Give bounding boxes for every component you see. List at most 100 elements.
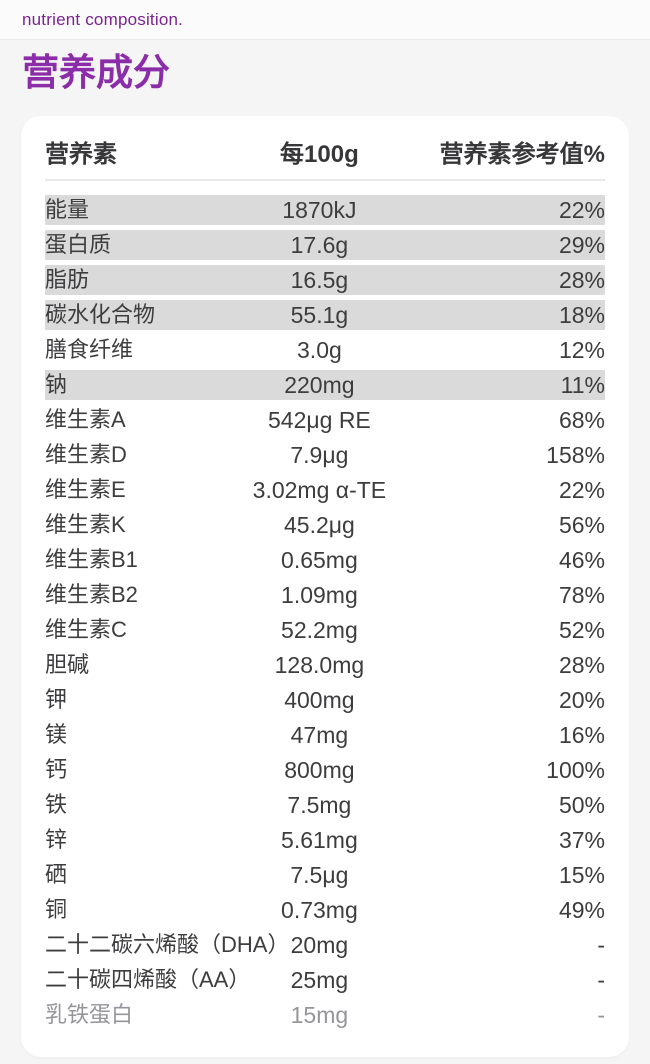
nutrient-nrv: - [597,967,605,993]
table-row: 锌 5.61mg 37% [45,825,605,855]
nutrient-name: 维生素A [45,407,126,432]
header-divider [45,179,605,181]
nutrient-value: 3.02mg α-TE [252,477,387,503]
eyebrow-subtitle: nutrient composition. [22,9,184,29]
nutrient-name: 维生素E [45,477,126,502]
nutrient-name: 铜 [45,897,68,922]
nutrient-nrv: 68% [558,407,605,433]
nutrient-name: 铁 [45,792,68,817]
table-row: 脂肪 16.5g 28% [45,265,605,295]
table-row: 胆碱 128.0mg 28% [45,650,605,680]
table-row: 能量 1870kJ 22% [45,195,605,225]
nutrient-value: 5.61mg [281,827,358,853]
table-row: 钙 800mg 100% [45,755,605,785]
nutrient-name: 维生素K [45,512,126,537]
nutrient-nrv: 20% [558,687,605,713]
nutrient-name: 能量 [45,197,90,222]
nutrient-name: 维生素C [45,617,127,642]
nutrient-nrv: 12% [558,337,605,363]
table-row: 维生素D 7.9μg 158% [45,440,605,470]
table-row: 维生素C 52.2mg 52% [45,615,605,645]
table-row: 铁 7.5mg 50% [45,790,605,820]
nutrient-nrv: 50% [558,792,605,818]
table-body: 能量 1870kJ 22% 蛋白质 17.6g 29% 脂肪 16.5g 28%… [45,195,605,1030]
nutrient-value: 400mg [284,687,355,713]
nutrient-value: 15mg [290,1002,349,1028]
nutrient-nrv: 56% [558,512,605,538]
nutrient-value: 1.09mg [281,582,358,608]
nutrient-nrv: 16% [558,722,605,748]
nutrient-nrv: 15% [558,862,605,888]
table-row: 硒 7.5μg 15% [45,860,605,890]
nutrient-nrv: 78% [558,582,605,608]
nutrient-value: 7.5mg [287,792,352,818]
nutrition-table-card: 营养素 每100g 营养素参考值% 能量 1870kJ 22% 蛋白质 17.6… [21,116,629,1057]
nutrient-nrv: 158% [546,442,605,468]
table-row: 维生素K 45.2μg 56% [45,510,605,540]
nutrient-nrv: 22% [558,197,605,223]
nutrient-name: 维生素B2 [45,582,138,607]
table-row: 铜 0.73mg 49% [45,895,605,925]
nutrient-value: 7.9μg [290,442,349,468]
table-row: 二十二碳六烯酸（DHA） 20mg - [45,930,605,960]
table-row: 膳食纤维 3.0g 12% [45,335,605,365]
nutrient-name: 脂肪 [45,267,90,292]
nutrient-name: 膳食纤维 [45,337,134,362]
table-row: 维生素A 542μg RE 68% [45,405,605,435]
table-row: 镁 47mg 16% [45,720,605,750]
nutrient-nrv: 28% [558,267,605,293]
nutrient-nrv: 22% [558,477,605,503]
header-nutrient: 营养素 [45,141,117,168]
nutrient-name: 碳水化合物 [45,302,156,327]
header-nrv-percent: 营养素参考值% [439,141,605,168]
nutrient-name: 胆碱 [45,652,90,677]
nutrient-name: 镁 [45,722,68,747]
nutrient-value: 1870kJ [282,197,357,223]
nutrient-nrv: 11% [560,372,605,398]
top-strip: nutrient composition. [0,0,650,40]
nutrient-nrv: 49% [558,897,605,923]
nutrient-value: 52.2mg [281,617,358,643]
nutrient-value: 55.1g [290,302,349,328]
nutrient-name: 二十碳四烯酸（AA） [45,967,251,992]
nutrient-nrv: 100% [546,757,605,783]
nutrient-name: 钾 [45,687,68,712]
nutrient-name: 维生素D [45,442,127,467]
nutrient-value: 128.0mg [274,652,365,678]
table-row: 维生素E 3.02mg α-TE 22% [45,475,605,505]
page-title: 营养成分 [22,52,170,93]
table-row: 维生素B1 0.65mg 46% [45,545,605,575]
nutrient-value: 0.73mg [281,897,358,923]
nutrient-name: 维生素B1 [45,547,138,572]
nutrient-value: 220mg [284,372,355,398]
nutrient-name: 二十二碳六烯酸（DHA） [45,932,290,957]
nutrient-nrv: 18% [558,302,605,328]
nutrient-value: 47mg [290,722,349,748]
table-row: 维生素B2 1.09mg 78% [45,580,605,610]
nutrient-value: 20mg [290,932,349,958]
table-header-row: 营养素 每100g 营养素参考值% [45,140,605,170]
nutrient-value: 542μg RE [268,407,371,433]
nutrient-nrv: - [597,932,605,958]
nutrient-name: 硒 [45,862,68,887]
table-row: 蛋白质 17.6g 29% [45,230,605,260]
nutrient-value: 45.2μg [283,512,355,538]
nutrient-name: 蛋白质 [45,232,112,257]
nutrient-name: 乳铁蛋白 [45,1002,134,1027]
nutrient-name: 钙 [45,757,68,782]
nutrient-value: 25mg [290,967,349,993]
nutrient-value: 7.5μg [290,862,349,888]
nutrient-nrv: 29% [558,232,605,258]
nutrient-value: 3.0g [297,337,342,363]
table-row: 二十碳四烯酸（AA） 25mg - [45,965,605,995]
nutrient-value: 800mg [284,757,355,783]
table-row: 钾 400mg 20% [45,685,605,715]
nutrient-value: 0.65mg [281,547,358,573]
nutrient-nrv: 28% [558,652,605,678]
nutrient-name: 钠 [45,372,68,397]
nutrient-nrv: - [597,1002,605,1028]
nutrient-nrv: 37% [558,827,605,853]
table-row: 乳铁蛋白 15mg - [45,1000,605,1030]
nutrient-nrv: 46% [558,547,605,573]
nutrient-value: 16.5g [290,267,349,293]
